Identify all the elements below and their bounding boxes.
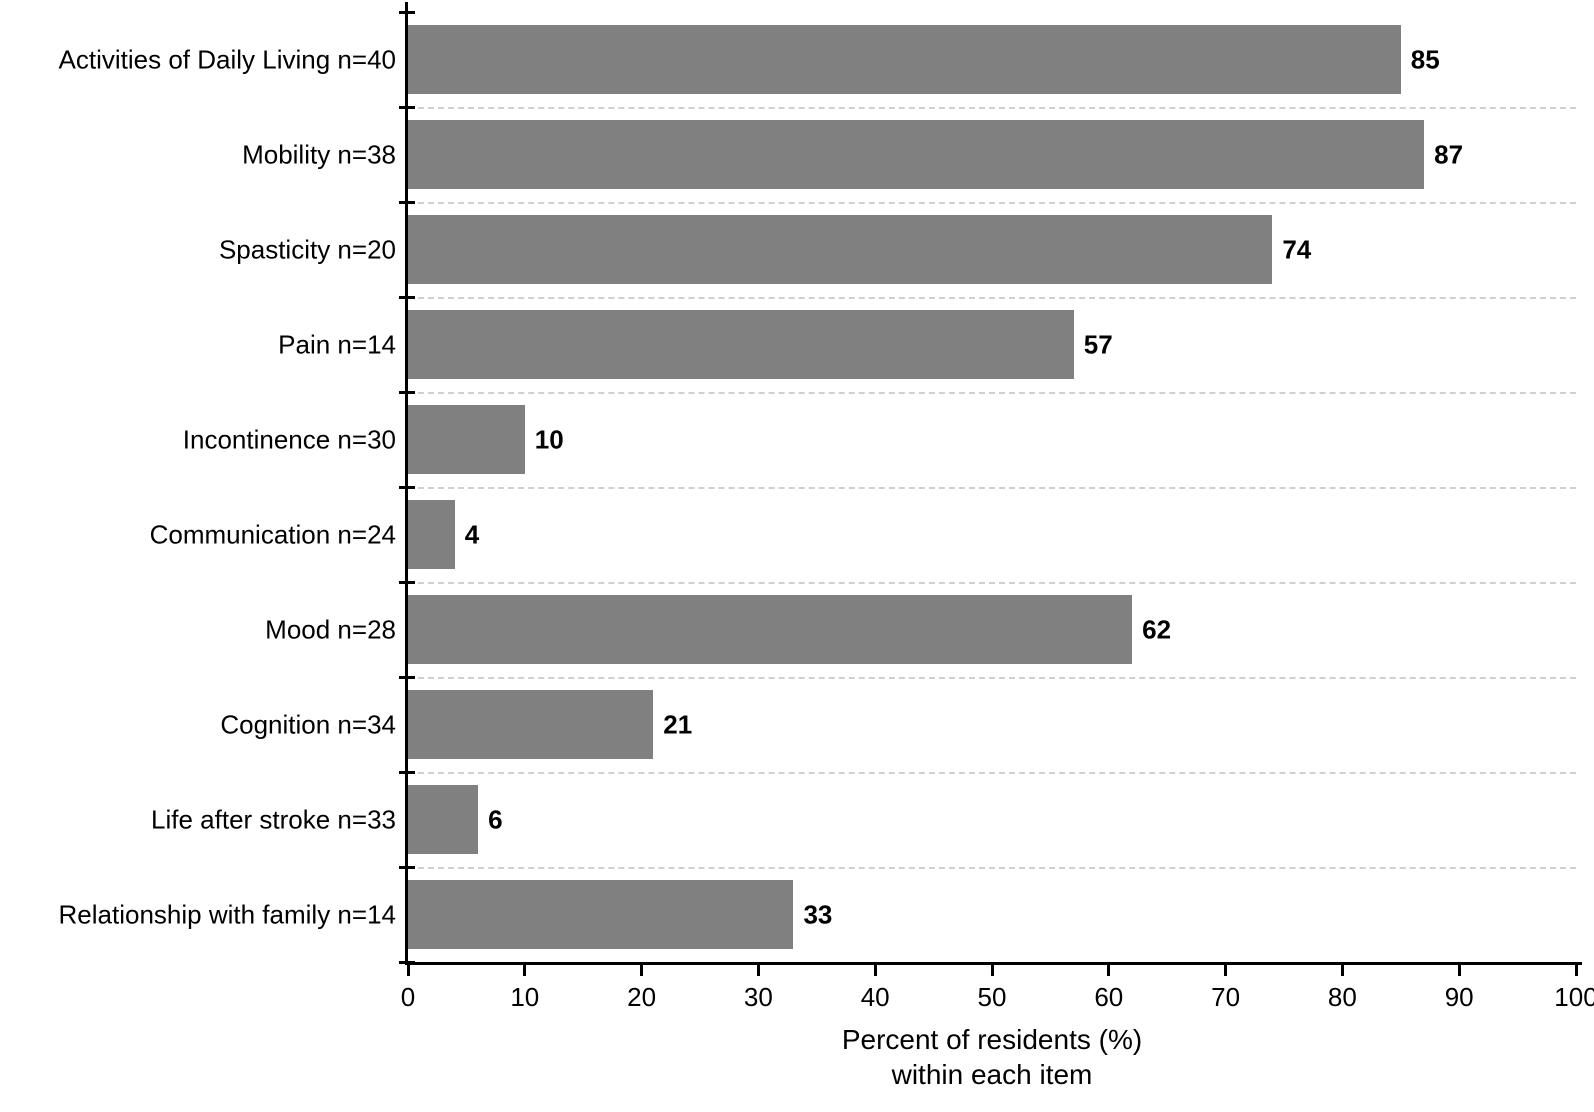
gridline (408, 202, 1576, 204)
bar-value-label: 62 (1142, 614, 1171, 645)
x-axis-tick (874, 962, 877, 976)
y-axis-category-label: Mobility n=38 (242, 139, 396, 170)
y-axis-tick (399, 581, 415, 584)
x-axis-tick (1341, 962, 1344, 976)
x-axis-tick-label: 80 (1328, 982, 1357, 1013)
gridline (408, 107, 1576, 109)
y-axis-tick (399, 106, 415, 109)
bar (408, 120, 1424, 188)
y-axis-category-label: Cognition n=34 (220, 709, 396, 740)
gridline (408, 677, 1576, 679)
bar (408, 500, 455, 568)
x-axis-tick (757, 962, 760, 976)
y-axis-tick (399, 676, 415, 679)
x-axis-tick (523, 962, 526, 976)
y-axis-tick (399, 486, 415, 489)
bar-value-label: 74 (1282, 234, 1311, 265)
bar (408, 595, 1132, 663)
y-axis-tick (399, 11, 415, 14)
y-axis-category-label: Communication n=24 (150, 519, 396, 550)
bar-value-label: 85 (1411, 44, 1440, 75)
y-axis-category-label: Pain n=14 (278, 329, 396, 360)
x-axis-tick (1224, 962, 1227, 976)
bar (408, 690, 653, 758)
y-axis-category-label: Life after stroke n=33 (151, 804, 396, 835)
bar-value-label: 87 (1434, 139, 1463, 170)
x-axis-tick-label: 40 (861, 982, 890, 1013)
bar (408, 310, 1074, 378)
bar (408, 215, 1272, 283)
x-axis-title: Percent of residents (%) within each ite… (408, 1022, 1576, 1092)
x-axis-tick-label: 60 (1094, 982, 1123, 1013)
bar-value-label: 33 (803, 899, 832, 930)
y-axis-tick (399, 391, 415, 394)
y-axis-tick (399, 866, 415, 869)
y-axis-tick (399, 771, 415, 774)
x-axis-tick-label: 20 (627, 982, 656, 1013)
bar-value-label: 4 (465, 519, 479, 550)
x-axis-tick-label: 10 (510, 982, 539, 1013)
x-axis-tick-label: 100 (1554, 982, 1594, 1013)
y-axis-category-label: Spasticity n=20 (219, 234, 396, 265)
x-axis-tick (1107, 962, 1110, 976)
y-axis-category-label: Incontinence n=30 (183, 424, 396, 455)
x-axis-tick-label: 0 (401, 982, 415, 1013)
y-axis-category-label: Relationship with family n=14 (59, 899, 396, 930)
x-axis-tick (640, 962, 643, 976)
y-axis-line (405, 2, 408, 962)
gridline (408, 297, 1576, 299)
bar-value-label: 10 (535, 424, 564, 455)
x-axis-tick (407, 962, 410, 976)
x-axis-tick (991, 962, 994, 976)
bar (408, 785, 478, 853)
gridline (408, 867, 1576, 869)
y-axis-category-label: Activities of Daily Living n=40 (59, 44, 396, 75)
gridline (408, 582, 1576, 584)
plot-area: 85 87 74 57 10 4 62 21 6 33 (408, 12, 1576, 962)
x-axis-tick (1458, 962, 1461, 976)
x-axis-line (405, 962, 1582, 965)
x-axis-tick (1575, 962, 1578, 976)
y-axis-tick (399, 201, 415, 204)
bar-chart: 85 87 74 57 10 4 62 21 6 33 Activities of Daily Li… (0, 0, 1594, 1112)
gridline (408, 392, 1576, 394)
x-axis-tick-label: 30 (744, 982, 773, 1013)
bar-value-label: 6 (488, 804, 502, 835)
bar-value-label: 21 (663, 709, 692, 740)
y-axis-tick (399, 296, 415, 299)
x-axis-tick-label: 50 (978, 982, 1007, 1013)
gridline (408, 772, 1576, 774)
x-axis-tick-label: 70 (1211, 982, 1240, 1013)
bar (408, 880, 793, 948)
y-axis-category-label: Mood n=28 (265, 614, 396, 645)
bar-value-label: 57 (1084, 329, 1113, 360)
gridline (408, 487, 1576, 489)
bar (408, 405, 525, 473)
bar (408, 25, 1401, 93)
x-axis-tick-label: 90 (1445, 982, 1474, 1013)
